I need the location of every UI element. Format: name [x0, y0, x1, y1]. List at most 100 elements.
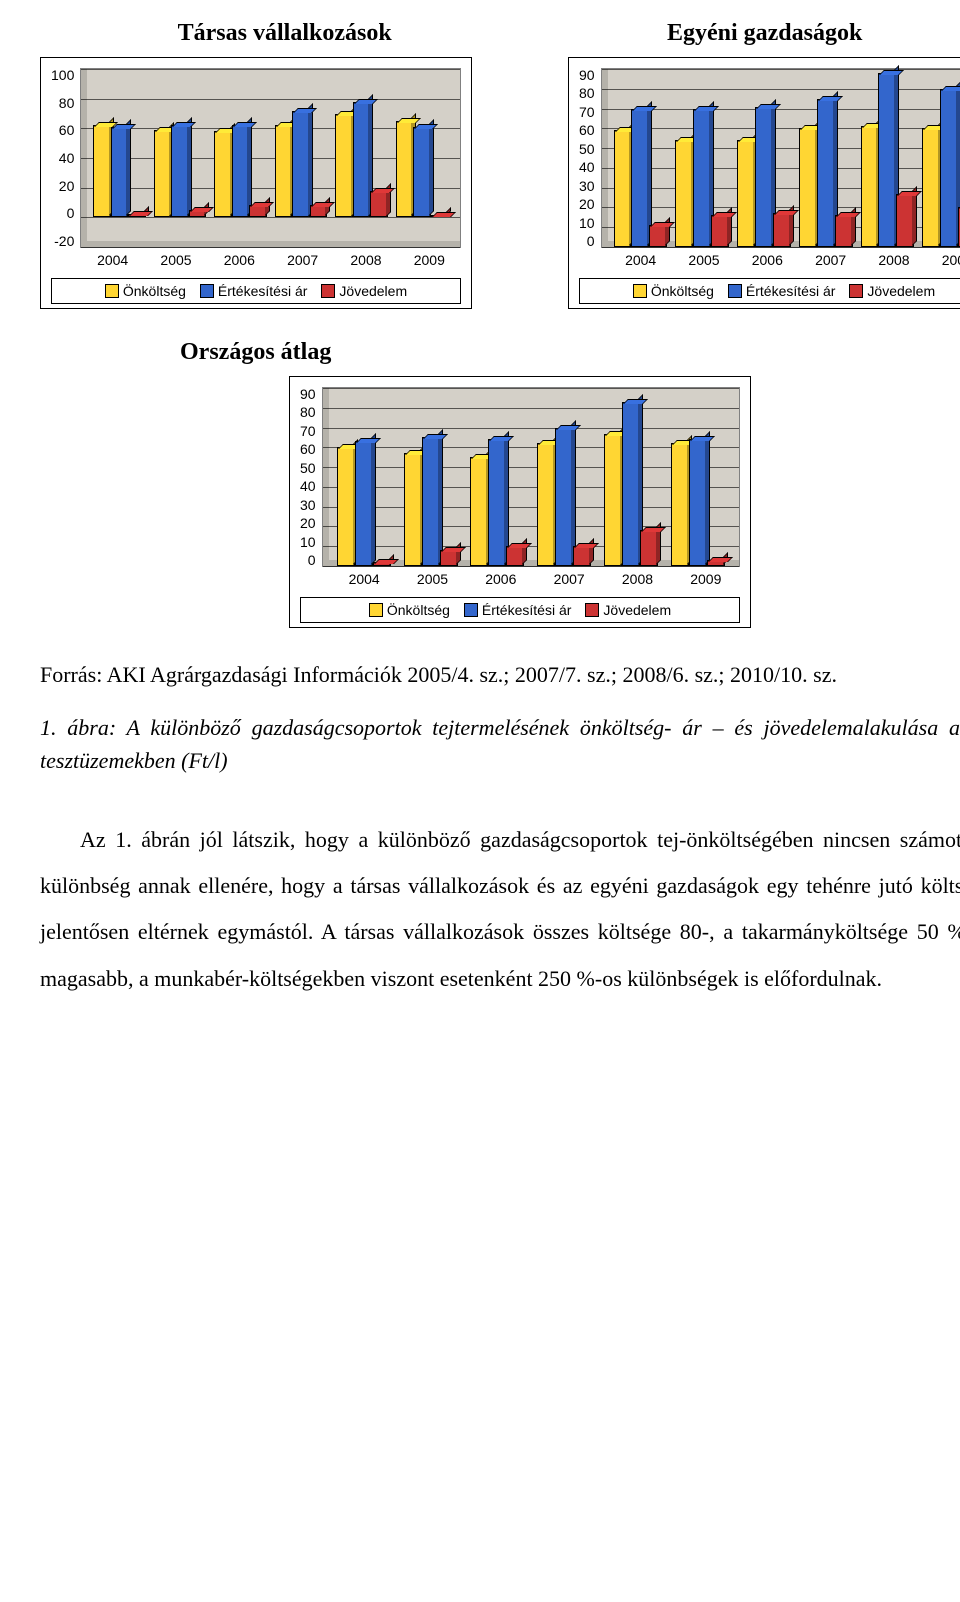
year-group [331, 388, 398, 566]
legend-swatch [849, 284, 863, 298]
x-tick-label: 2004 [330, 571, 398, 587]
legend-swatch [369, 603, 383, 617]
x-tick-label: 2009 [926, 252, 960, 268]
year-group [397, 388, 464, 566]
year-group [392, 69, 452, 217]
page-number: 13 [40, 1042, 960, 1068]
legend-swatch [585, 603, 599, 617]
chart-right: 9080706050403020100200420052006200720082… [568, 57, 960, 309]
bar [671, 443, 689, 566]
legend-label: Önköltség [651, 283, 714, 299]
bar [93, 125, 110, 217]
bar [675, 140, 693, 247]
legend-item: Értékesítési ár [464, 602, 571, 618]
y-tick-label: 60 [51, 123, 74, 137]
y-tick-label: 10 [579, 216, 595, 230]
left-chart-title: Társas vállalkozások [178, 20, 392, 47]
bar [488, 439, 506, 566]
y-axis: 9080706050403020100 [579, 68, 601, 248]
year-group [857, 69, 919, 247]
y-tick-label: 20 [51, 179, 74, 193]
legend-item: Jövedelem [585, 602, 671, 618]
legend-item: Önköltség [105, 283, 186, 299]
year-group [610, 69, 672, 247]
y-tick-label: 70 [300, 424, 316, 438]
body-paragraph: Az 1. ábrán jól látszik, hogy a különböz… [40, 817, 960, 1002]
bar [373, 562, 391, 566]
national-chart-wrap: 9080706050403020100200420052006200720082… [40, 376, 960, 628]
bar [292, 111, 309, 218]
x-labels: 200420052006200720082009 [300, 571, 740, 587]
bar [649, 225, 667, 247]
x-labels: 200420052006200720082009 [51, 252, 461, 268]
y-tick-label: 80 [579, 86, 595, 100]
y-tick-label: 90 [300, 387, 316, 401]
x-tick-label: 2006 [208, 252, 271, 268]
bar [310, 205, 327, 217]
year-group [210, 69, 270, 217]
year-group [664, 388, 731, 566]
bar [555, 428, 573, 566]
bar [154, 130, 171, 218]
chart-plot: 9080706050403020100 [579, 68, 960, 248]
bar [922, 128, 940, 247]
legend-label: Jövedelem [867, 283, 935, 299]
x-tick-label: 2005 [398, 571, 466, 587]
year-group [598, 388, 665, 566]
gridline [323, 566, 739, 567]
bar [440, 550, 458, 566]
legend-item: Jövedelem [849, 283, 935, 299]
legend-label: Jövedelem [603, 602, 671, 618]
gridline [81, 217, 460, 218]
bar [573, 546, 591, 566]
y-tick-label: 40 [51, 151, 74, 165]
year-group [531, 388, 598, 566]
bar [878, 73, 896, 247]
y-tick-label: 0 [300, 553, 316, 567]
year-group [918, 69, 960, 247]
chart-titles-row: Társas vállalkozások Egyéni gazdaságok [40, 20, 960, 47]
year-group [795, 69, 857, 247]
x-tick-label: 2008 [334, 252, 397, 268]
y-tick-label: 60 [300, 442, 316, 456]
x-tick-label: 2004 [609, 252, 672, 268]
y-tick-label: 50 [579, 142, 595, 156]
bar [128, 214, 145, 217]
bar [337, 447, 355, 566]
x-tick-label: 2004 [81, 252, 144, 268]
bar [275, 125, 292, 217]
x-labels: 200420052006200720082009 [579, 252, 960, 268]
bar [737, 140, 755, 247]
chart-plot: 100806040200-20 [51, 68, 461, 248]
y-axis: 9080706050403020100 [300, 387, 322, 567]
year-group [733, 69, 795, 247]
bar [232, 125, 249, 217]
y-tick-label: 20 [300, 516, 316, 530]
legend-item: Értékesítési ár [200, 283, 307, 299]
y-tick-label: 20 [579, 197, 595, 211]
plot-area [322, 387, 740, 567]
bar [689, 439, 707, 566]
legend: ÖnköltségÉrtékesítési árJövedelem [579, 278, 960, 304]
legend-swatch [200, 284, 214, 298]
bar [755, 107, 773, 247]
legend-item: Önköltség [369, 602, 450, 618]
bar [111, 127, 128, 217]
legend-swatch [105, 284, 119, 298]
year-group [150, 69, 210, 217]
bar [353, 102, 370, 218]
legend-swatch [464, 603, 478, 617]
x-tick-label: 2007 [271, 252, 334, 268]
y-tick-label: 30 [300, 498, 316, 512]
bar [693, 109, 711, 247]
bar [431, 215, 448, 217]
x-tick-label: 2007 [535, 571, 603, 587]
x-tick-label: 2009 [398, 252, 461, 268]
gridline [602, 247, 960, 248]
bar [707, 560, 725, 566]
x-tick-label: 2008 [603, 571, 671, 587]
bars [323, 388, 739, 566]
y-tick-label: 60 [579, 123, 595, 137]
bar [640, 530, 658, 566]
y-tick-label: 0 [51, 206, 74, 220]
